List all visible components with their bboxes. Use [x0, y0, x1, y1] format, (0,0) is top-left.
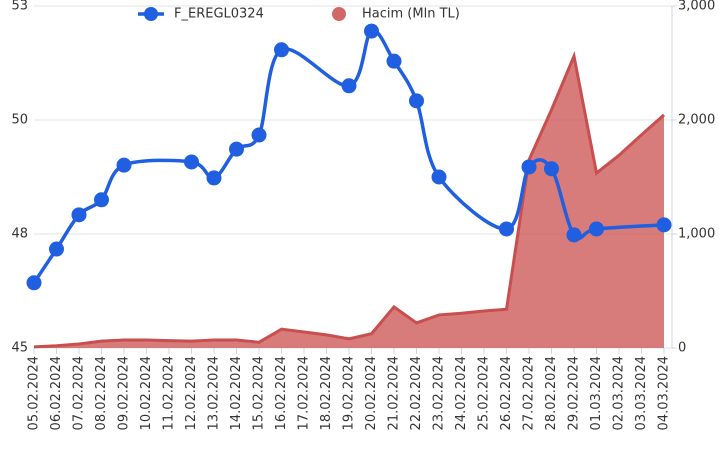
point	[566, 227, 582, 243]
legend-marker	[144, 7, 158, 21]
point	[206, 170, 222, 186]
area-line	[33, 51, 665, 349]
point	[544, 161, 559, 177]
point	[386, 53, 402, 69]
line-segment	[414, 100, 441, 179]
x-tick-label: 19.02.2024	[342, 356, 357, 430]
point	[341, 78, 357, 94]
line-segment	[257, 48, 283, 136]
x-tick-label: 23.02.2024	[432, 356, 447, 430]
y2-tick-label: 3,000	[678, 0, 715, 14]
x-tick-label: 04.03.2024	[657, 356, 672, 430]
y-tick-label: 48	[11, 227, 28, 242]
x-tick-label: 14.02.2024	[229, 356, 244, 430]
x-tick-label: 02.03.2024	[612, 356, 627, 430]
point	[94, 192, 109, 208]
point	[656, 217, 672, 233]
legend-label: F_EREGL0324	[174, 7, 264, 22]
x-tick-label: 10.02.2024	[139, 356, 154, 430]
x-tick-label: 28.02.2024	[544, 356, 559, 430]
x-tick-label: 18.02.2024	[319, 356, 334, 430]
point	[116, 157, 132, 173]
x-tick-label: 03.03.2024	[634, 356, 649, 430]
x-tick-label: 16.02.2024	[274, 356, 289, 430]
point	[499, 221, 514, 237]
point	[274, 42, 289, 58]
x-tick-label: 26.02.2024	[499, 356, 514, 430]
point	[251, 127, 267, 143]
y2-tick-label: 2,000	[678, 113, 715, 128]
x-tick-label: 08.02.2024	[94, 356, 109, 430]
point	[26, 275, 42, 291]
x-tick-label: 24.02.2024	[454, 356, 469, 430]
line-segment	[437, 175, 507, 231]
y-tick-label: 53	[11, 0, 28, 14]
x-tick-label: 12.02.2024	[184, 356, 199, 430]
x-tick-label: 13.02.2024	[207, 356, 222, 430]
x-tick-label: 20.02.2024	[364, 356, 379, 430]
legend-label: Hacim (Mln TL)	[362, 7, 460, 22]
x-tick-label: 11.02.2024	[162, 356, 177, 430]
x-tick-label: 22.02.2024	[409, 356, 424, 430]
point	[521, 159, 537, 175]
point	[431, 169, 447, 185]
y2-tick-label: 0	[678, 341, 686, 356]
x-tick-label: 29.02.2024	[567, 356, 582, 430]
y-tick-label: 45	[11, 341, 28, 356]
x-tick-label: 01.03.2024	[589, 356, 604, 430]
x-tick-label: 21.02.2024	[387, 356, 402, 430]
line-segment	[348, 29, 373, 88]
area	[34, 56, 664, 348]
point	[49, 241, 64, 257]
legend-marker	[332, 7, 346, 21]
x-tick-label: 25.02.2024	[477, 356, 492, 430]
line-segment	[123, 158, 192, 167]
x-tick-label: 27.02.2024	[522, 356, 537, 430]
x-tick-label: 05.02.2024	[27, 356, 42, 430]
x-tick-label: 17.02.2024	[297, 356, 312, 430]
point	[589, 221, 604, 237]
point	[71, 207, 87, 223]
x-tick-label: 09.02.2024	[117, 356, 132, 430]
x-tick-label: 07.02.2024	[72, 356, 87, 430]
x-tick-label: 06.02.2024	[49, 356, 64, 430]
point	[409, 93, 424, 109]
line-segment	[280, 47, 350, 88]
y-tick-label: 50	[11, 113, 28, 128]
y2-tick-label: 1,000	[678, 227, 715, 242]
point	[229, 141, 244, 157]
x-tick-label: 15.02.2024	[252, 356, 267, 430]
point	[364, 23, 379, 39]
point	[184, 154, 199, 170]
